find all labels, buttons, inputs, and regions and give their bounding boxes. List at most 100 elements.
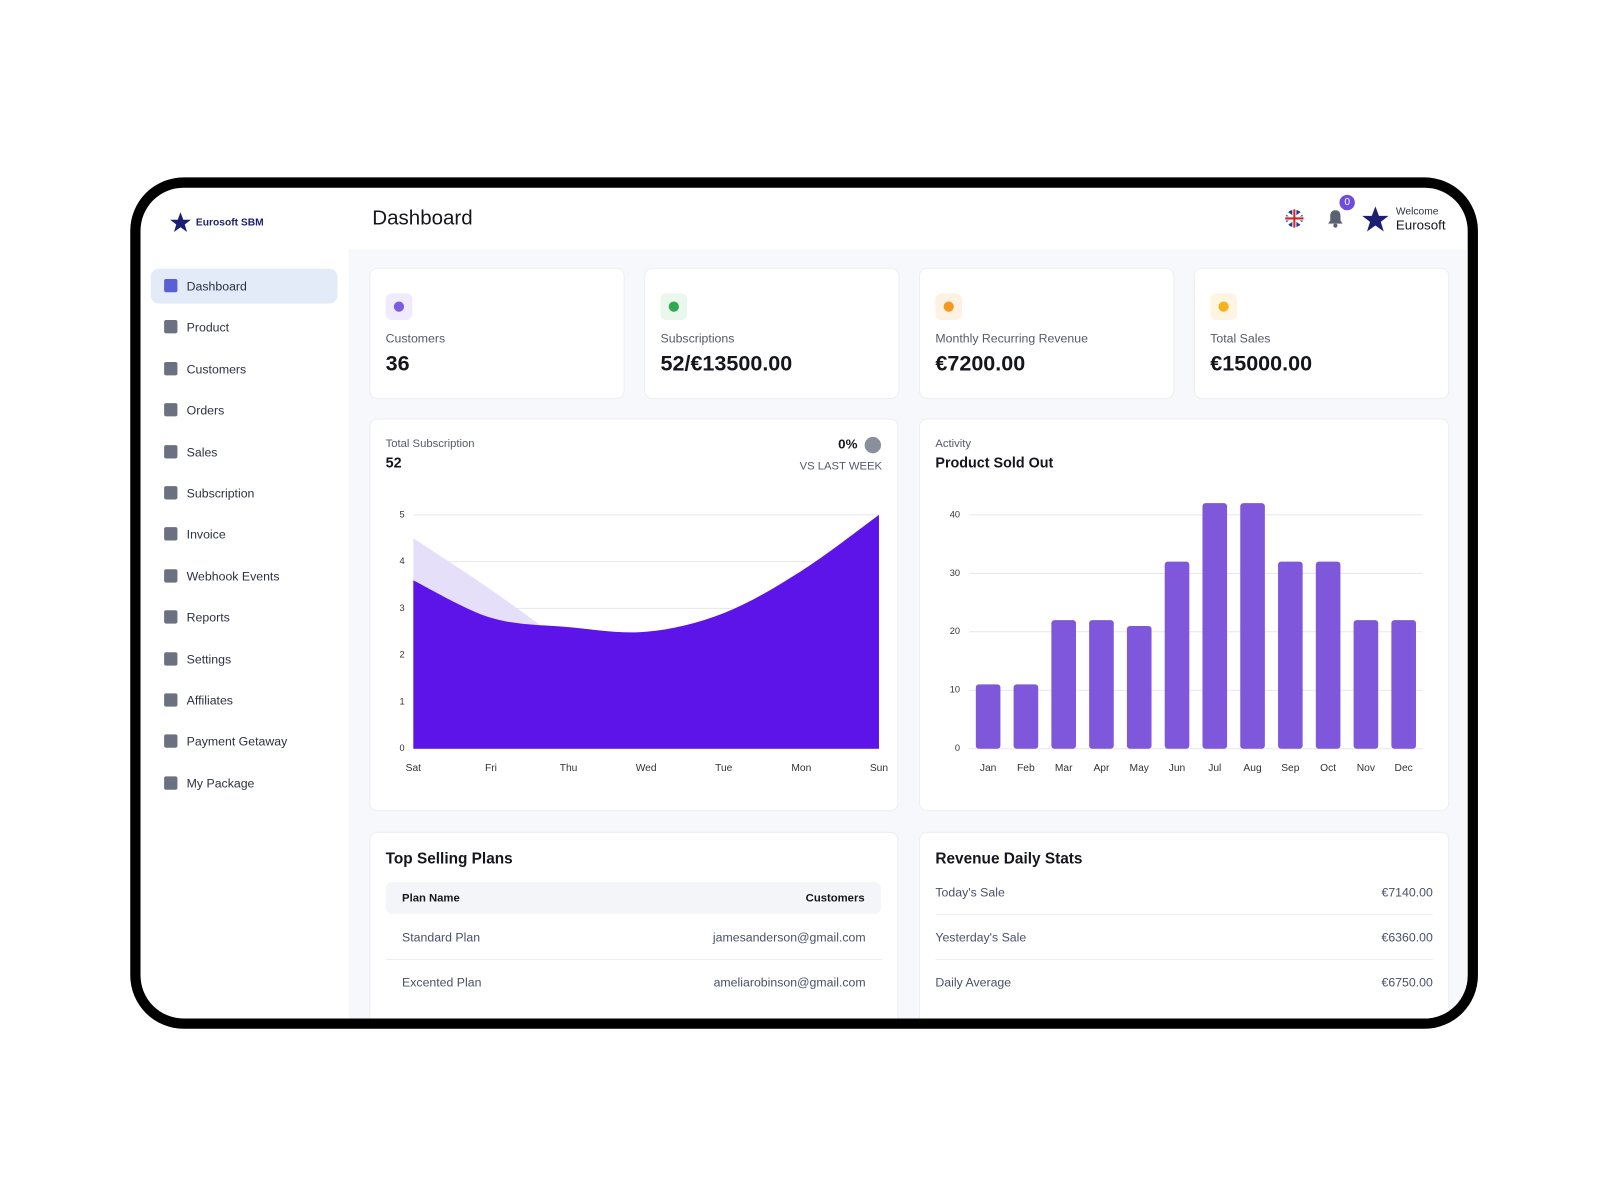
stat-card: Customers 36: [369, 267, 625, 399]
divider: [935, 958, 1433, 960]
bar: [1353, 620, 1379, 749]
column-header: Customers: [805, 892, 865, 905]
menu-icon: [164, 278, 178, 293]
menu-item[interactable]: Reports: [151, 600, 338, 635]
menu-text: Subscription: [186, 486, 255, 501]
top-selling-card: Top Selling Plans Plan Name Customers St…: [369, 831, 899, 1019]
x-tick-label: Aug: [1243, 763, 1262, 774]
card-title: Revenue Daily Stats: [935, 850, 1083, 868]
area: [413, 514, 879, 749]
card-title: Top Selling Plans: [385, 850, 513, 868]
menu-text: Affiliates: [186, 693, 233, 708]
x-tick-label: Oct: [1320, 763, 1336, 774]
subscription-chart: Total Subscription 52 0% VS LAST WEEK 0 1 2 3 4 5…: [386, 437, 889, 774]
y-tick-label: 2: [399, 650, 404, 660]
language-flag[interactable]: [1285, 209, 1304, 228]
menu-text: Reports: [186, 610, 230, 625]
bar: [975, 684, 1001, 749]
menu-item[interactable]: My Package: [151, 766, 338, 801]
change-label: VS LAST WEEK: [800, 461, 883, 473]
revenue-value: €6360.00: [1381, 930, 1433, 945]
chart-subtitle: Activity: [935, 438, 971, 450]
x-tick-label: Nov: [1357, 763, 1376, 774]
y-tick-label: 1: [399, 696, 404, 706]
menu-text: My Package: [186, 776, 255, 791]
y-tick-label: 0: [399, 743, 404, 753]
y-tick-label: 30: [950, 568, 960, 578]
menu-icon: [164, 569, 178, 583]
notification-badge: 0: [1339, 194, 1355, 211]
menu-item[interactable]: Webhook Events: [151, 559, 338, 594]
page-title: Dashboard: [372, 207, 473, 230]
x-tick-label: Jun: [1169, 763, 1186, 774]
menu-item[interactable]: Customers: [151, 352, 338, 387]
chart-total: 52: [386, 455, 402, 471]
plan-customer: jamesanderson@gmail.com: [712, 930, 866, 945]
bar: [1089, 620, 1114, 749]
menu-text: Orders: [186, 403, 225, 418]
change-value: 0%: [838, 437, 857, 452]
stat-value: €15000.00: [1210, 351, 1313, 376]
x-tick-label: May: [1130, 763, 1150, 774]
column-header: Plan Name: [402, 892, 460, 905]
subscription-chart-card: Total Subscription 52 0% VS LAST WEEK 0 1 2 3 4 5…: [369, 418, 899, 812]
menu-icon: [164, 361, 178, 376]
menu-icon: [164, 403, 178, 417]
x-tick-label: Apr: [1093, 763, 1110, 774]
user-avatar[interactable]: [1361, 205, 1390, 234]
revenue-label: Yesterday's Sale: [935, 930, 1027, 945]
menu-icon: [164, 486, 178, 500]
y-tick-label: 40: [950, 509, 960, 519]
bar: [1315, 561, 1341, 749]
welcome-text: Welcome: [1395, 206, 1439, 218]
x-tick-label: Thu: [560, 763, 578, 774]
menu-item[interactable]: Dashboard: [150, 268, 338, 304]
revenue-value: €6750.00: [1381, 975, 1433, 990]
menu-text: Payment Getaway: [186, 734, 288, 750]
menu-item[interactable]: Affiliates: [151, 683, 338, 718]
menu-item[interactable]: Settings: [151, 642, 338, 677]
bar: [1240, 503, 1265, 749]
stat-card: Subscriptions 52/€13500.00: [644, 267, 900, 399]
stat-card: Monthly Recurring Revenue €7200.00: [918, 267, 1175, 399]
bar: [1051, 620, 1076, 749]
menu-item[interactable]: Payment Getaway: [151, 725, 338, 760]
menu-text: Sales: [186, 444, 218, 460]
y-tick-label: 0: [955, 743, 960, 753]
main-area: Customers 36 Subscriptions 52/€13500.00 Mont…: [348, 249, 1468, 1019]
revenue-label: Today's Sale: [935, 885, 1005, 900]
menu-text: Customers: [186, 361, 247, 377]
stat-icon: [935, 293, 963, 320]
activity-chart: Activity Product Sold Out 0 10 20 30 40 Jan Feb M…: [935, 438, 1423, 774]
y-tick-label: 20: [950, 626, 960, 636]
menu-item[interactable]: Invoice: [151, 517, 338, 552]
y-tick-label: 5: [399, 509, 404, 519]
screen: Eurosoft SBM Dashboard Product Customers Or…: [140, 187, 1468, 1019]
menu-text: Settings: [186, 651, 232, 667]
brand-logo: [170, 212, 191, 232]
notification-bell[interactable]: [1326, 208, 1344, 229]
menu-item[interactable]: Sales: [151, 434, 338, 469]
stat-cards: Customers 36 Subscriptions 52/€13500.00 Mont…: [349, 249, 1468, 403]
stat-label: Customers: [385, 331, 446, 346]
stat-icon: [385, 293, 413, 320]
sidebar-menu: Dashboard Product Customers Orders Sales Subs…: [141, 268, 349, 843]
menu-item[interactable]: Orders: [151, 393, 338, 428]
revenue-value: €7140.00: [1381, 885, 1433, 900]
stat-icon: [1210, 293, 1237, 320]
menu-text: Webhook Events: [186, 569, 280, 584]
plan-name: Excented Plan: [402, 975, 482, 990]
stat-value: €7200.00: [935, 351, 1026, 376]
menu-icon: [164, 651, 178, 666]
icon-glyph: [943, 301, 954, 312]
x-tick-label: Fri: [485, 763, 497, 774]
menu-icon: [164, 444, 178, 459]
menu-item[interactable]: Product: [151, 310, 338, 345]
menu-icon: [164, 693, 178, 707]
menu-item[interactable]: Subscription: [151, 476, 338, 511]
menu-icon: [164, 734, 178, 749]
bar: [1202, 503, 1228, 749]
user-name: Eurosoft: [1395, 217, 1446, 233]
activity-chart-card: Activity Product Sold Out 0 10 20 30 40 Jan Feb M…: [918, 418, 1450, 812]
